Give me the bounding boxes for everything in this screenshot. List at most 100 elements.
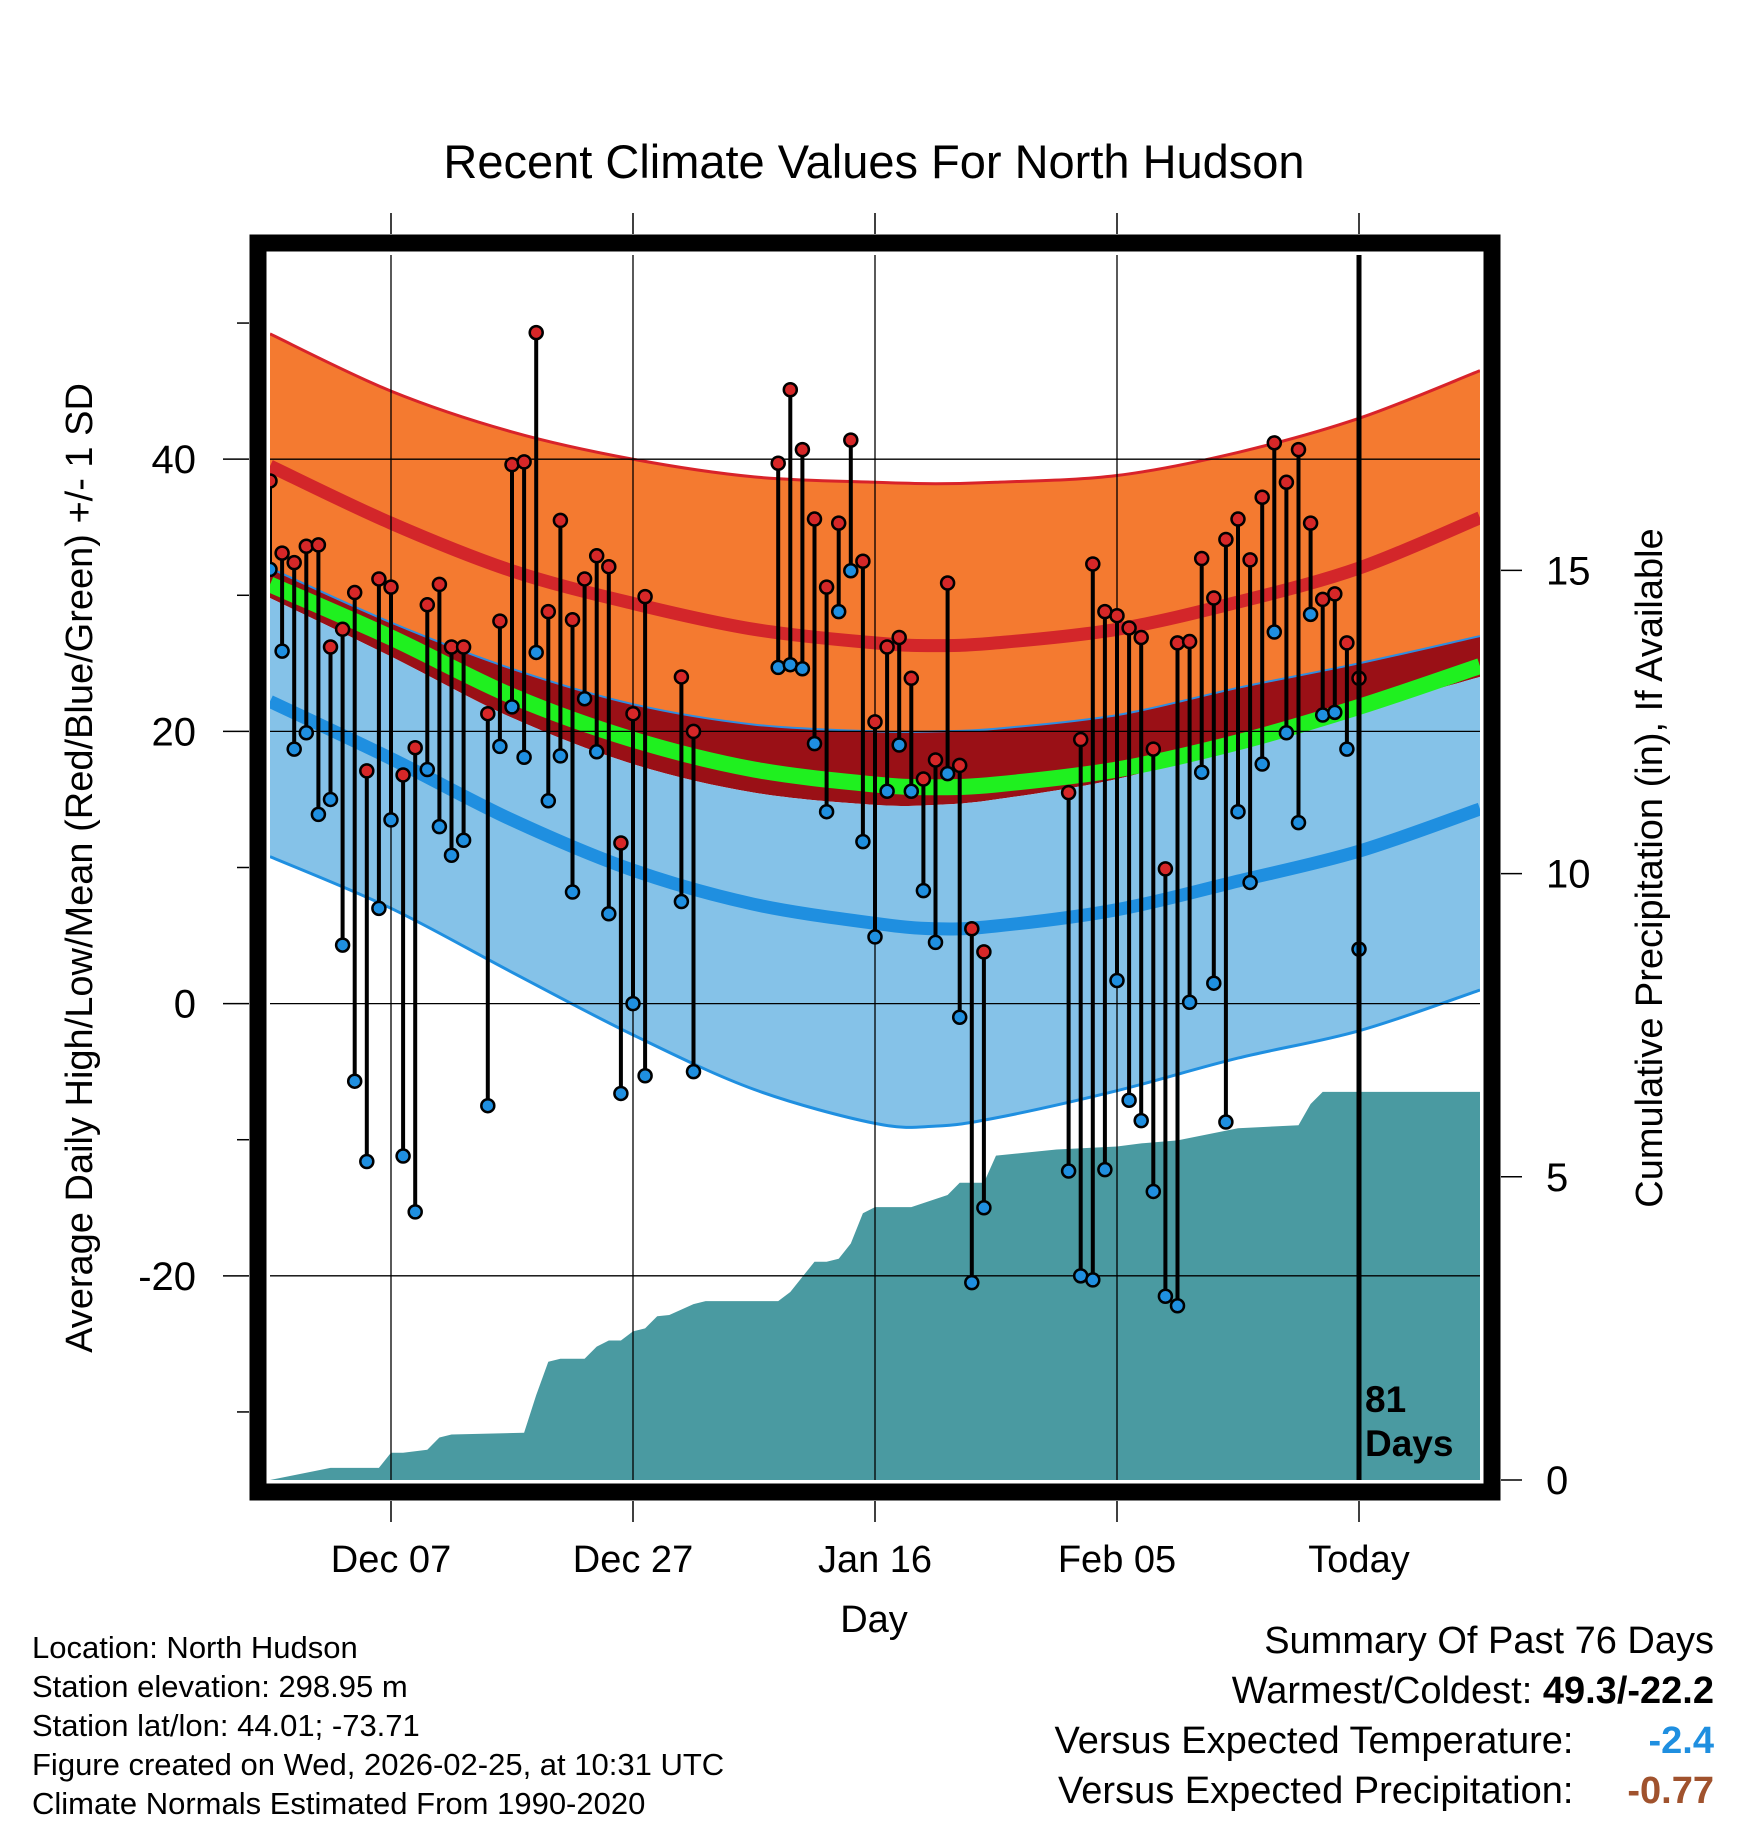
obs-high-point-1	[274, 545, 290, 561]
obs-high-point-11	[395, 767, 411, 783]
obs-low-point-20	[504, 699, 520, 715]
obs-high-point-54	[915, 771, 932, 787]
low-lower-sd-line	[270, 855, 1480, 1129]
obs-high-point-20	[504, 456, 520, 473]
obs-high-point-24	[552, 512, 569, 529]
obs-low-point-35	[685, 1063, 702, 1080]
obs-low-point-9	[371, 900, 387, 917]
obs-high-point-12	[407, 739, 423, 756]
obs-low-point-76	[1181, 994, 1198, 1010]
today-label-part-0: 81	[1365, 1379, 1406, 1420]
obs-high-point-42	[770, 455, 786, 471]
obs-low-point-71	[1121, 1092, 1137, 1108]
obs-high-point-10	[383, 579, 399, 595]
summary-temp-label: Versus Expected Temperature:	[1054, 1720, 1574, 1762]
obs-high-point-86	[1302, 515, 1319, 531]
obs-low-point-89	[1339, 741, 1355, 757]
obs-low-point-82	[1254, 756, 1270, 772]
obs-high-point-43	[782, 382, 799, 398]
obs-low-point-47	[830, 603, 847, 620]
y2-tick-label-3: 15	[1546, 549, 1591, 593]
obs-low-point-12	[407, 1204, 423, 1220]
obs-high-point-21	[516, 454, 532, 470]
obs-high-point-7	[346, 584, 363, 601]
obs-low-point-57	[951, 1009, 968, 1025]
obs-low-point-51	[879, 783, 895, 800]
obs-low-point-42	[770, 659, 786, 676]
obs-high-point-52	[891, 629, 907, 646]
summary-title: Summary Of Past 76 Days	[1264, 1620, 1714, 1662]
observations	[270, 255, 1367, 1480]
obs-low-point-11	[395, 1148, 411, 1164]
obs-high-point-6	[334, 621, 351, 638]
obs-low-point-80	[1230, 803, 1246, 820]
obs-high-point-51	[879, 639, 895, 655]
obs-low-point-74	[1157, 1288, 1174, 1304]
obs-high-point-67	[1072, 731, 1089, 748]
obs-low-point-88	[1327, 704, 1343, 721]
summary-warmest-row: Warmest/Coldest: 49.3/-22.2	[1055, 1666, 1714, 1716]
obs-high-point-71	[1121, 620, 1137, 636]
obs-high-point-8	[359, 763, 375, 779]
obs-low-point-8	[359, 1153, 375, 1170]
obs-high-point-76	[1181, 633, 1198, 650]
obs-low-point-72	[1133, 1112, 1149, 1129]
obs-high-point-25	[564, 612, 581, 628]
obs-low-point-22	[528, 644, 544, 661]
obs-high-point-18	[480, 705, 496, 722]
obs-high-point-35	[685, 723, 702, 740]
obs-high-point-68	[1085, 556, 1101, 572]
obs-high-point-31	[637, 588, 653, 605]
obs-high-point-55	[927, 752, 944, 768]
obs-low-point-86	[1302, 606, 1319, 623]
obs-high-point-59	[976, 944, 992, 960]
chart-title: Recent Climate Values For North Hudson	[443, 135, 1304, 188]
summary-precip-value: -0.77	[1627, 1770, 1714, 1812]
obs-low-point-68	[1085, 1272, 1101, 1288]
obs-low-point-6	[334, 937, 351, 953]
obs-low-point-75	[1169, 1298, 1186, 1314]
y2-axis-label: Cumulative Precipitation (in), If Availa…	[1629, 528, 1671, 1207]
obs-low-point-1	[274, 643, 290, 659]
obs-high-point-77	[1193, 550, 1210, 567]
obs-high-point-47	[830, 515, 847, 531]
obs-low-point-53	[903, 783, 920, 800]
obs-low-point-87	[1314, 707, 1331, 723]
obs-high-point-29	[613, 835, 629, 851]
obs-high-point-26	[576, 571, 593, 587]
summary-temp-value: -2.4	[1648, 1720, 1714, 1762]
obs-high-point-22	[528, 324, 544, 341]
obs-low-point-27	[588, 744, 605, 760]
obs-low-point-54	[915, 882, 932, 899]
obs-low-point-59	[976, 1200, 992, 1216]
obs-high-point-9	[371, 571, 387, 587]
obs-high-point-89	[1339, 635, 1355, 651]
obs-high-point-14	[431, 576, 448, 593]
obs-high-point-81	[1242, 552, 1258, 568]
obs-high-point-72	[1133, 629, 1149, 646]
obs-high-point-85	[1290, 441, 1307, 458]
obs-low-point-83	[1266, 624, 1283, 640]
obs-low-point-2	[286, 741, 302, 757]
obs-low-point-14	[431, 818, 448, 835]
obs-high-point-49	[855, 553, 871, 569]
today-days-label-1: 81 Days	[1365, 1379, 1453, 1464]
obs-high-point-2	[286, 554, 302, 571]
obs-high-point-5	[322, 639, 339, 655]
info-location: Location: North Hudson	[32, 1630, 358, 1665]
y-tick-label-3: 40	[152, 438, 197, 482]
obs-low-point-10	[383, 812, 399, 828]
obs-low-point-13	[419, 761, 436, 778]
x-tick-label-4: Today	[1308, 1539, 1409, 1581]
y-axis-label: Average Daily High/Low/Mean (Red/Blue/Gr…	[59, 383, 101, 1353]
obs-high-point-74	[1157, 861, 1174, 877]
obs-low-point-18	[480, 1097, 496, 1114]
obs-low-point-19	[492, 738, 508, 755]
obs-low-point-52	[891, 737, 907, 753]
y-tick-label-0: -20	[138, 1255, 196, 1299]
obs-low-point-16	[455, 832, 472, 849]
obs-low-point-48	[843, 563, 859, 579]
y2-tick-label-0: 0	[1546, 1459, 1568, 1503]
obs-high-point-45	[806, 511, 823, 527]
